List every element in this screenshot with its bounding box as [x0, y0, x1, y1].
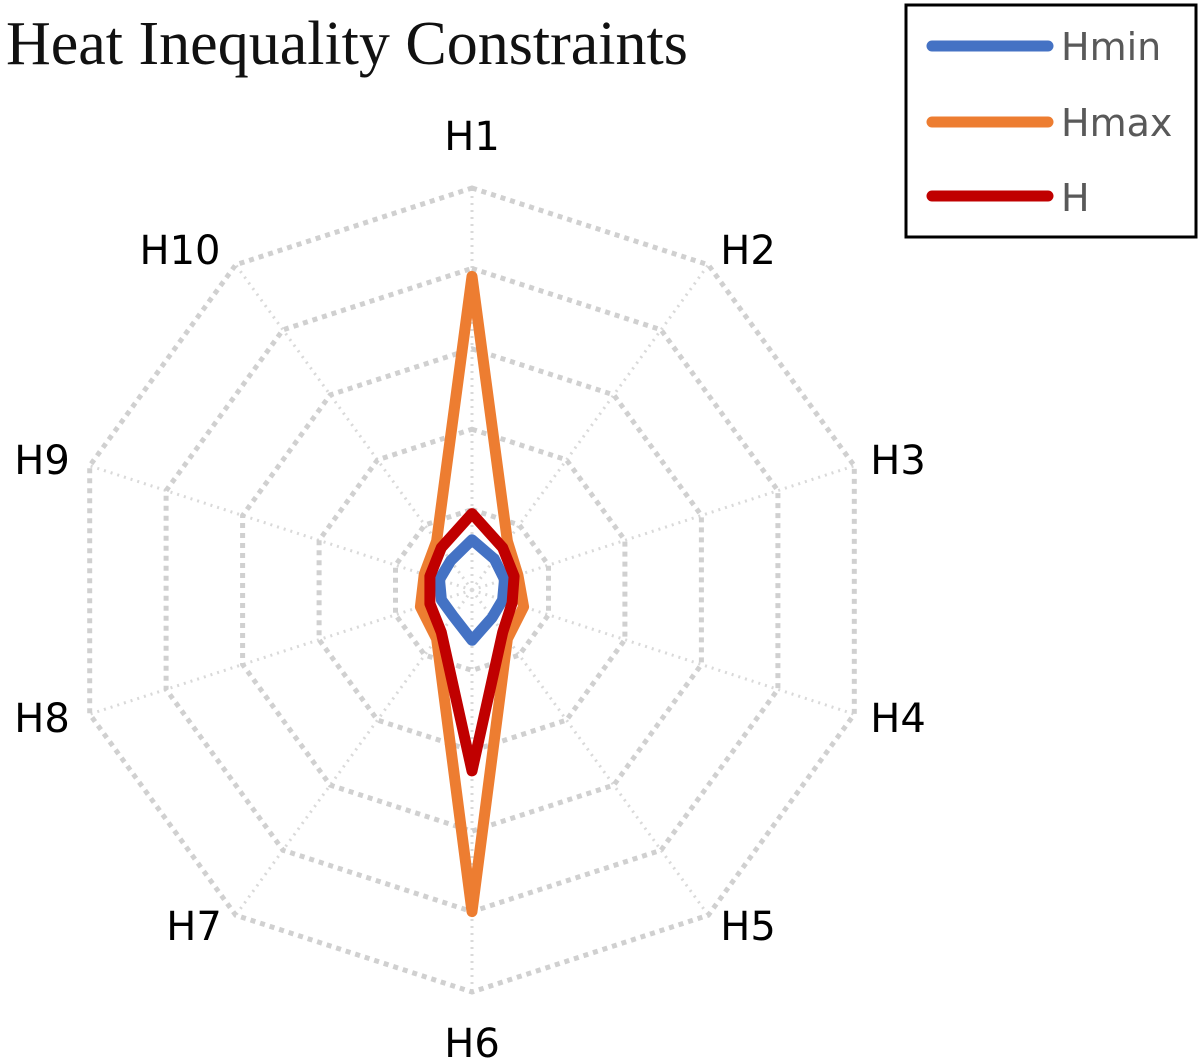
series-line-hmin [434, 534, 510, 646]
radar-series [414, 270, 530, 918]
axis-label-h6: H6 [444, 1021, 500, 1064]
axis-label-h3: H3 [870, 438, 926, 484]
legend-label-hmax: Hmax [1061, 101, 1172, 145]
legend-label-hmin: Hmin [1061, 25, 1161, 69]
legend-item-hmax: Hmax [926, 101, 1172, 145]
chart-title: Heat Inequality Constraints [6, 10, 688, 78]
axis-label-h4: H4 [870, 696, 926, 742]
axis-label-h10: H10 [140, 228, 221, 274]
axis-label-h8: H8 [14, 696, 70, 742]
legend: Hmin Hmax H [904, 3, 1198, 239]
legend-label-h: H [1061, 176, 1090, 220]
radar-ring [87, 185, 857, 995]
legend-item-h: H [926, 176, 1090, 220]
series-line-h [424, 508, 520, 777]
radar-ring [240, 346, 704, 834]
axis-label-h9: H9 [14, 438, 70, 484]
axis-labels: H1 H2 H3 H4 H5 H6 H7 H8 H9 H10 [14, 114, 926, 1064]
radar-ring [393, 506, 551, 674]
legend-item-hmin: Hmin [926, 25, 1161, 69]
axis-label-h1: H1 [444, 114, 500, 160]
axis-label-h5: H5 [720, 904, 776, 950]
axis-label-h2: H2 [720, 228, 776, 274]
axis-label-h7: H7 [166, 904, 222, 950]
